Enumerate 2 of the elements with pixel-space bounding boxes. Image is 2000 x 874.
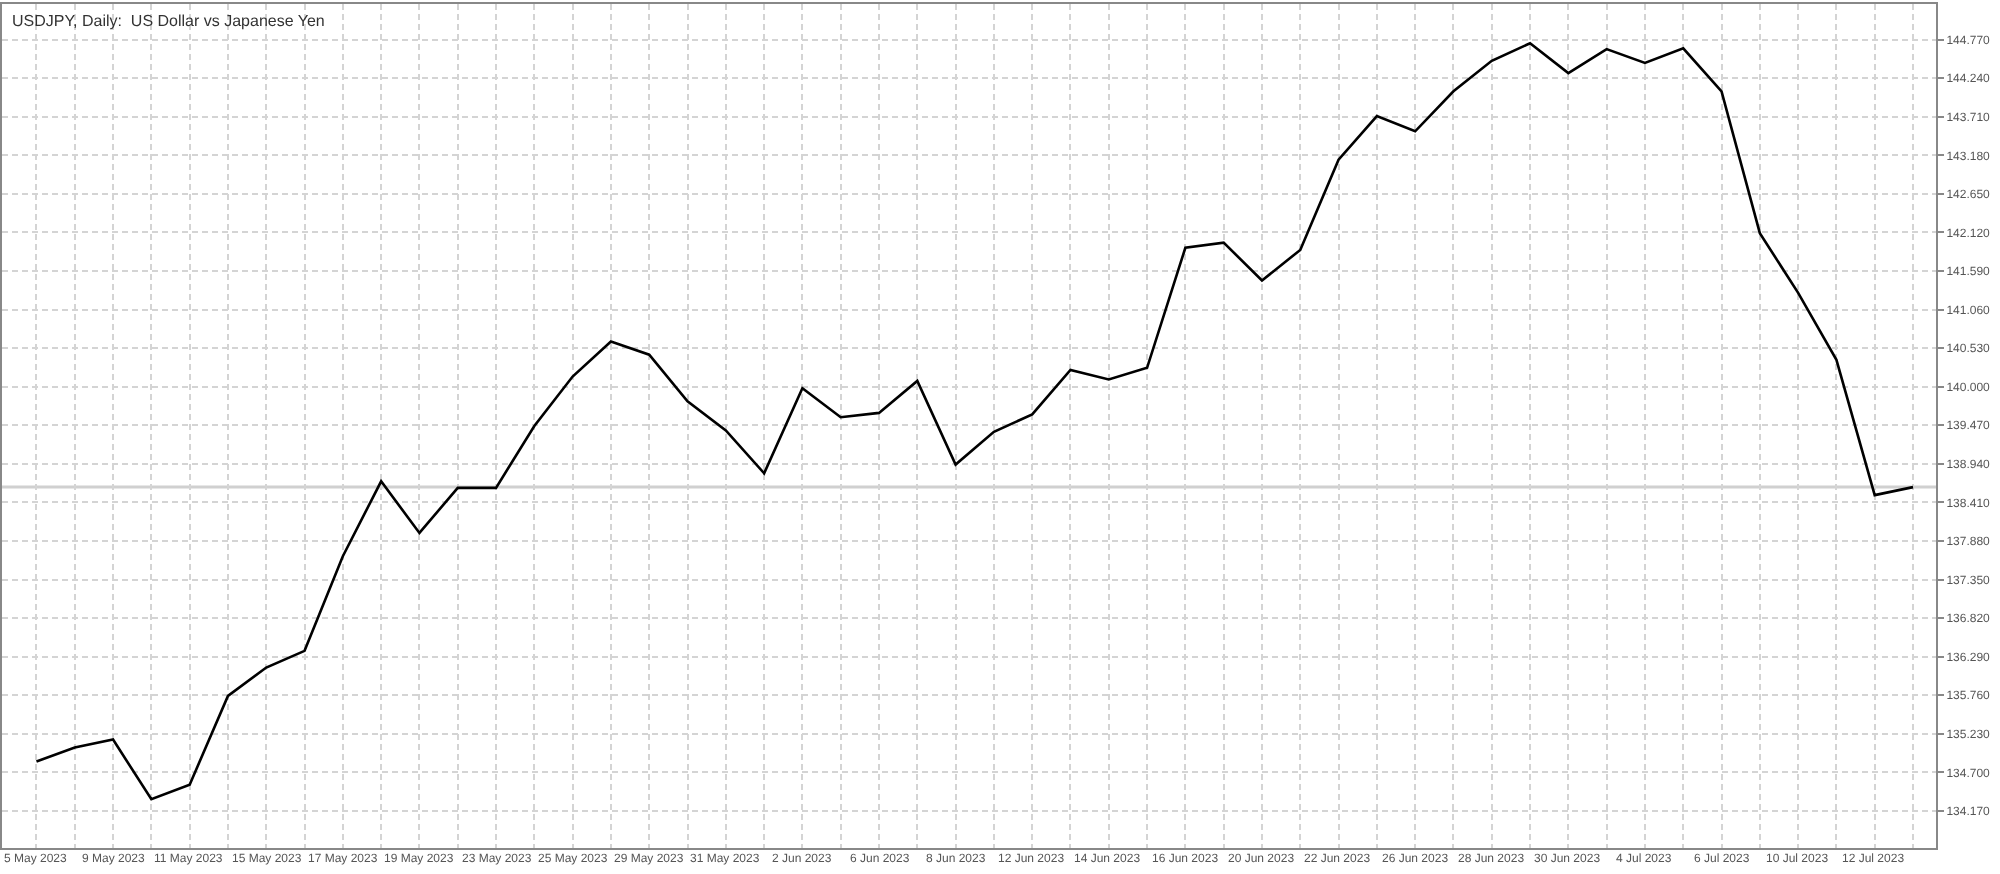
line-series xyxy=(35,41,1915,801)
text: USDJPY, Daily: US Dollar vs Japanese Yen xyxy=(12,12,325,30)
